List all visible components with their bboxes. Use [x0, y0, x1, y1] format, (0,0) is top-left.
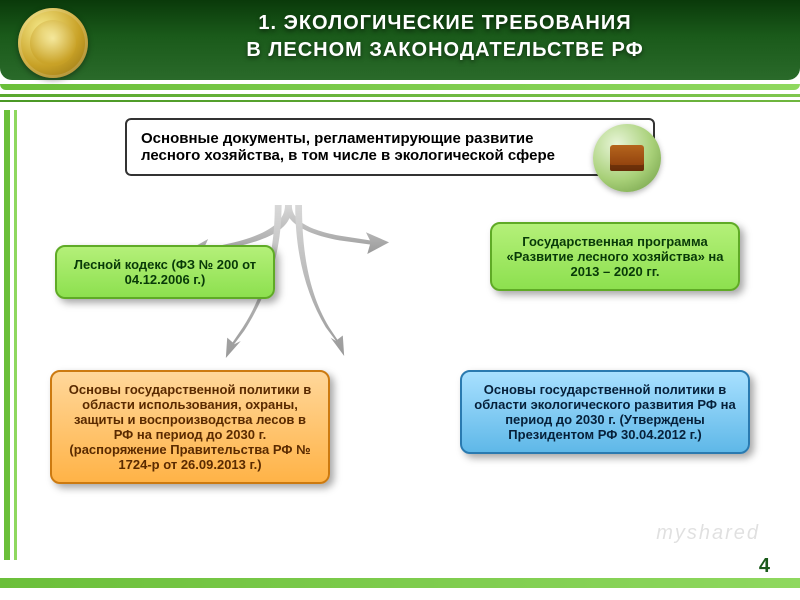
title-line-2: В ЛЕСНОМ ЗАКОНОДАТЕЛЬСТВЕ РФ: [246, 39, 643, 61]
node-label: Основы государственной политики в област…: [69, 382, 312, 472]
divider-stripe: [0, 100, 800, 102]
footer-stripe: [0, 578, 800, 588]
node-forest-code: Лесной кодекс (ФЗ № 200 от 04.12.2006 г.…: [55, 245, 275, 299]
slide-body: Основные документы, регламентирующие раз…: [30, 110, 780, 570]
node-eco-policy: Основы государственной политики в област…: [460, 370, 750, 454]
intro-text: Основные документы, регламентирующие раз…: [141, 130, 555, 164]
node-forest-policy: Основы государственной политики в област…: [50, 370, 330, 484]
watermark: myshared: [656, 522, 760, 545]
book-icon: [593, 124, 661, 192]
title-line-1: 1. ЭКОЛОГИЧЕСКИЕ ТРЕБОВАНИЯ: [258, 12, 631, 34]
side-accent: [4, 110, 10, 560]
page-number: 4: [759, 555, 770, 578]
side-accent: [14, 110, 17, 560]
node-label: Государственная программа «Развитие лесн…: [506, 234, 723, 279]
slide-header: 1. ЭКОЛОГИЧЕСКИЕ ТРЕБОВАНИЯ В ЛЕСНОМ ЗАК…: [0, 0, 800, 110]
divider-stripe: [0, 94, 800, 97]
divider-stripe: [0, 84, 800, 90]
node-state-program: Государственная программа «Развитие лесн…: [490, 222, 740, 291]
emblem-icon: [18, 8, 88, 78]
slide-title: 1. ЭКОЛОГИЧЕСКИЕ ТРЕБОВАНИЯ В ЛЕСНОМ ЗАК…: [110, 10, 780, 64]
node-label: Лесной кодекс (ФЗ № 200 от 04.12.2006 г.…: [74, 257, 256, 287]
intro-box: Основные документы, регламентирующие раз…: [125, 118, 655, 176]
node-label: Основы государственной политики в област…: [474, 382, 735, 442]
